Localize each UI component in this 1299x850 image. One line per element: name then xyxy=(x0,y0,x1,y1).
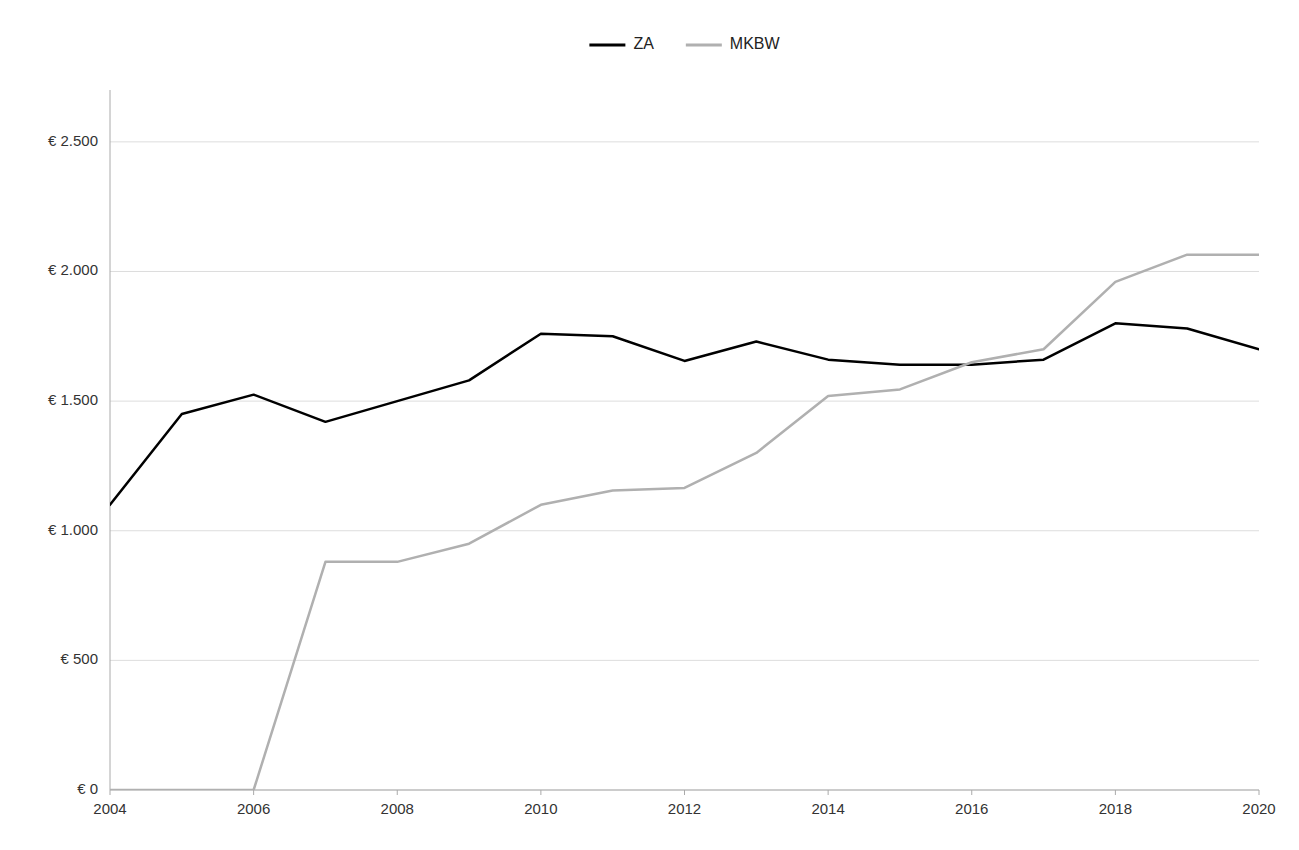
x-tick xyxy=(110,790,111,795)
x-tick xyxy=(1259,790,1260,795)
x-tick-label: 2020 xyxy=(1242,800,1275,817)
chart-container: € 0 € 500 € 1.000 € 1.500 € 2.000 € 2.500 2004… xyxy=(0,0,1299,850)
x-tick-label: 2004 xyxy=(93,800,126,817)
legend-swatch xyxy=(686,44,722,47)
legend-item: MKBW xyxy=(686,35,781,52)
chart-svg: € 0 € 500 € 1.000 € 1.500 € 2.000 € 2.500 2004… xyxy=(0,0,1299,850)
legend-label: ZA xyxy=(633,35,654,52)
x-tick xyxy=(397,790,398,795)
grid-line xyxy=(110,401,1259,402)
grid-line xyxy=(110,141,1259,142)
x-tick xyxy=(1115,790,1116,795)
legend-swatch xyxy=(589,44,625,47)
x-axis: 2004 2006 2008 2010 2012 2014 2016 2018 2020 xyxy=(93,790,1275,817)
y-tick-label: € 500 xyxy=(60,650,98,667)
x-tick-label: 2008 xyxy=(381,800,414,817)
grid-line xyxy=(110,530,1259,531)
series-line xyxy=(110,323,1259,504)
y-axis-line xyxy=(110,90,111,790)
plot-area xyxy=(110,255,1259,790)
y-grid xyxy=(110,142,1259,790)
x-tick xyxy=(540,790,541,795)
grid-line xyxy=(110,660,1259,661)
legend: ZA MKBW xyxy=(589,35,780,52)
y-tick-label: € 0 xyxy=(77,780,98,797)
grid-line xyxy=(110,271,1259,272)
x-tick-label: 2016 xyxy=(955,800,988,817)
x-tick-label: 2010 xyxy=(524,800,557,817)
series-line xyxy=(110,255,1259,790)
y-tick-label: € 1.500 xyxy=(48,391,98,408)
y-tick-label: € 1.000 xyxy=(48,521,98,538)
x-tick-label: 2014 xyxy=(811,800,844,817)
y-axis: € 0 € 500 € 1.000 € 1.500 € 2.000 € 2.500 xyxy=(48,90,110,797)
x-tick xyxy=(684,790,685,795)
y-tick-label: € 2.500 xyxy=(48,132,98,149)
x-tick xyxy=(253,790,254,795)
y-tick-label: € 2.000 xyxy=(48,261,98,278)
legend-item: ZA xyxy=(589,35,654,52)
x-tick xyxy=(971,790,972,795)
x-tick-label: 2018 xyxy=(1099,800,1132,817)
x-tick-label: 2012 xyxy=(668,800,701,817)
x-tick xyxy=(828,790,829,795)
legend-label: MKBW xyxy=(730,35,781,52)
x-tick-label: 2006 xyxy=(237,800,270,817)
